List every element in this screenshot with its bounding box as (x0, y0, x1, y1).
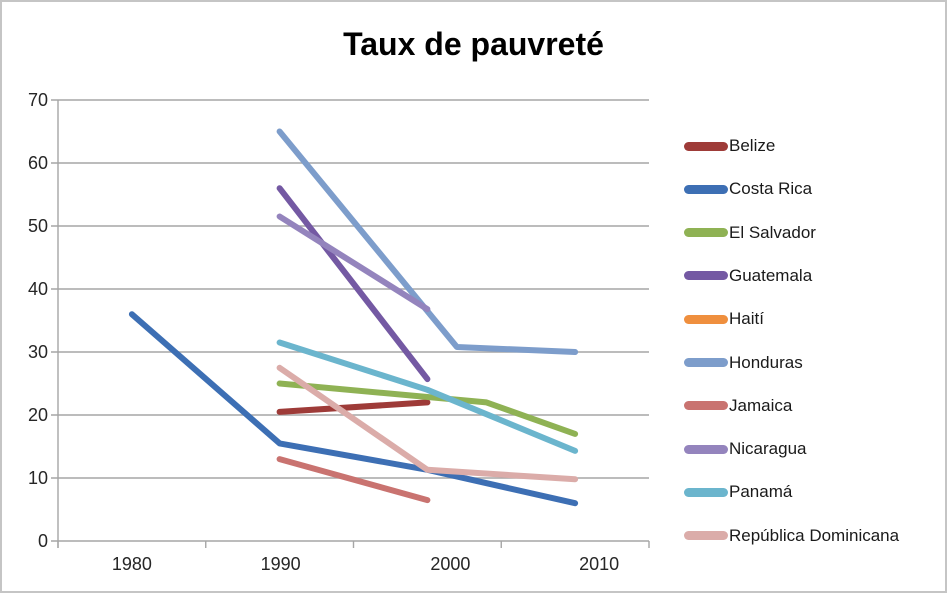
series-line-republica-dominicana (276, 364, 579, 483)
y-tick-label: 0 (37, 531, 48, 551)
legend-swatch-costa-rica (684, 184, 728, 194)
y-tick-label: 10 (27, 468, 48, 488)
legend-item-costa-rica: Costa Rica (684, 176, 812, 202)
y-tick-label: 20 (27, 405, 48, 425)
legend-swatch-haiti (684, 314, 728, 324)
legend-label: Panamá (729, 482, 793, 502)
series-line-guatemala (276, 185, 431, 383)
y-tick-label: 30 (27, 342, 48, 362)
legend-swatch-jamaica (684, 401, 728, 411)
legend-label: República Dominicana (729, 525, 900, 545)
legend-label: Jamaica (729, 395, 793, 415)
series-line-panama (276, 339, 579, 454)
legend: Belize Costa Rica El Salvador Guatemala Hait… (684, 2, 942, 591)
legend-item-haiti: Haití (684, 306, 764, 332)
series-line-belize (276, 399, 431, 415)
legend-label: Haití (729, 309, 764, 329)
legend-swatch-belize (684, 141, 728, 151)
legend-item-republica-dominicana: República Dominicana (684, 523, 899, 549)
legend-swatch-el-salvador (684, 228, 728, 238)
legend-label: El Salvador (729, 222, 816, 242)
legend-swatch-panama (684, 487, 728, 497)
legend-item-belize: Belize (684, 133, 775, 159)
chart-title: Taux de pauvreté (343, 26, 604, 62)
x-tick-label: 1990 (260, 554, 301, 574)
x-tick-label: 2000 (430, 554, 471, 574)
legend-item-jamaica: Jamaica (684, 393, 792, 419)
legend-item-guatemala: Guatemala (684, 263, 812, 289)
series-line-costa-rica (128, 311, 579, 507)
series-line-honduras (276, 128, 579, 355)
legend-label: Belize (729, 136, 776, 155)
series-line-nicaragua (276, 213, 431, 313)
legend-swatch-guatemala (684, 271, 728, 281)
legend-swatch-honduras (684, 358, 728, 367)
y-tick-label: 50 (27, 216, 48, 236)
y-tick-label: 70 (27, 90, 48, 110)
legend-item-nicaragua: Nicaragua (684, 436, 807, 462)
y-tick-label: 40 (27, 279, 48, 299)
legend-swatch-nicaragua (684, 444, 728, 454)
legend-label: Honduras (729, 352, 803, 372)
y-tick-label: 60 (27, 153, 48, 173)
legend-item-honduras: Honduras (684, 350, 803, 376)
x-tick-label: 1980 (111, 554, 152, 574)
series-line-el-salvador (276, 380, 579, 437)
legend-swatch-republica-dominicana (684, 531, 728, 541)
legend-label: Guatemala (729, 265, 813, 285)
series-line-jamaica (276, 456, 431, 504)
x-tick-label: 2010 (579, 554, 620, 574)
legend-label: Nicaragua (729, 439, 807, 459)
legend-label: Costa Rica (729, 179, 813, 199)
legend-item-el-salvador: El Salvador (684, 220, 816, 246)
legend-item-panama: Panamá (684, 479, 792, 505)
